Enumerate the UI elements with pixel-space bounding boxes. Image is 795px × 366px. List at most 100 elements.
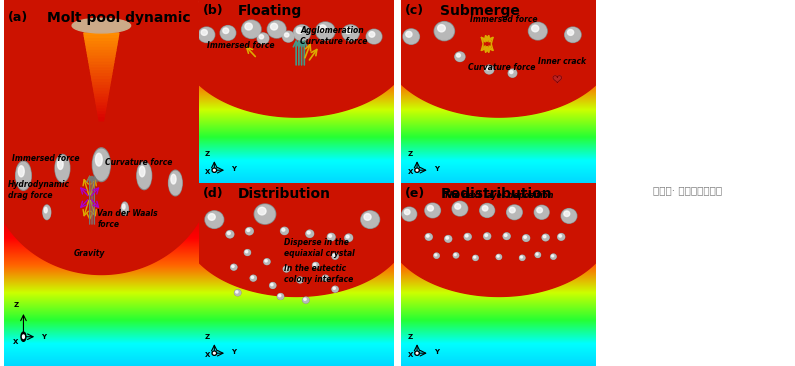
Circle shape xyxy=(473,255,479,261)
Text: Z: Z xyxy=(408,152,413,157)
Circle shape xyxy=(464,234,471,240)
Circle shape xyxy=(227,231,234,238)
Circle shape xyxy=(235,291,238,293)
Circle shape xyxy=(285,33,289,37)
Circle shape xyxy=(483,206,488,211)
Circle shape xyxy=(434,253,439,258)
Circle shape xyxy=(405,209,410,215)
Text: Disperse in the
equiaxial crystal: Disperse in the equiaxial crystal xyxy=(285,238,355,258)
Text: Inner crack: Inner crack xyxy=(537,57,586,66)
Circle shape xyxy=(55,154,70,182)
Circle shape xyxy=(543,235,546,238)
Circle shape xyxy=(425,234,432,240)
Circle shape xyxy=(474,256,475,258)
Circle shape xyxy=(510,71,513,74)
Circle shape xyxy=(270,23,277,30)
Circle shape xyxy=(454,254,456,255)
Text: In the eutectic
colony interface: In the eutectic colony interface xyxy=(285,264,354,284)
Circle shape xyxy=(258,207,266,215)
Circle shape xyxy=(465,235,468,237)
Polygon shape xyxy=(84,36,118,39)
Polygon shape xyxy=(97,109,106,112)
Circle shape xyxy=(558,234,564,240)
Circle shape xyxy=(486,67,490,70)
Text: Floating: Floating xyxy=(238,4,302,18)
Circle shape xyxy=(529,22,547,40)
Circle shape xyxy=(328,234,335,240)
Circle shape xyxy=(284,266,289,272)
Circle shape xyxy=(480,204,494,217)
Circle shape xyxy=(16,161,31,190)
Circle shape xyxy=(213,352,215,354)
Circle shape xyxy=(271,284,273,286)
Polygon shape xyxy=(91,74,111,77)
Circle shape xyxy=(313,264,316,266)
Text: X: X xyxy=(407,352,413,358)
Circle shape xyxy=(95,153,103,166)
Circle shape xyxy=(250,275,257,281)
Circle shape xyxy=(453,253,459,258)
Circle shape xyxy=(267,20,286,38)
Circle shape xyxy=(452,202,467,215)
Polygon shape xyxy=(87,48,116,51)
Text: Agglomeration
Curvature force: Agglomeration Curvature force xyxy=(300,26,367,46)
Circle shape xyxy=(244,250,250,255)
Text: Immersed force: Immersed force xyxy=(12,154,80,163)
Text: Van der Waals
force: Van der Waals force xyxy=(98,209,158,229)
Circle shape xyxy=(559,235,561,237)
Circle shape xyxy=(529,23,546,39)
Circle shape xyxy=(332,254,338,259)
Polygon shape xyxy=(92,80,111,83)
Polygon shape xyxy=(88,56,114,59)
Circle shape xyxy=(456,53,460,57)
Circle shape xyxy=(205,211,223,228)
Circle shape xyxy=(319,25,326,32)
Circle shape xyxy=(304,298,306,300)
Text: Curvature force: Curvature force xyxy=(105,158,173,167)
Text: Curvature force: Curvature force xyxy=(467,63,535,71)
Circle shape xyxy=(199,28,214,42)
Circle shape xyxy=(521,256,522,258)
Polygon shape xyxy=(183,183,409,296)
Text: Distribution: Distribution xyxy=(238,187,331,201)
Circle shape xyxy=(333,254,335,257)
Text: Z: Z xyxy=(205,152,210,157)
Polygon shape xyxy=(97,106,106,109)
Polygon shape xyxy=(91,77,111,80)
Text: Z: Z xyxy=(205,335,210,340)
Circle shape xyxy=(246,228,254,235)
Circle shape xyxy=(415,168,419,172)
Circle shape xyxy=(552,255,553,257)
Circle shape xyxy=(122,202,128,215)
Circle shape xyxy=(506,205,522,220)
Circle shape xyxy=(503,233,510,239)
Text: Immersed force: Immersed force xyxy=(207,41,274,49)
Polygon shape xyxy=(180,0,413,117)
Circle shape xyxy=(283,31,293,42)
Circle shape xyxy=(208,214,215,220)
Circle shape xyxy=(564,211,570,217)
Circle shape xyxy=(297,27,303,34)
Circle shape xyxy=(561,209,577,223)
Circle shape xyxy=(446,237,448,239)
Circle shape xyxy=(535,252,541,257)
Circle shape xyxy=(366,30,382,43)
Circle shape xyxy=(281,228,288,234)
Polygon shape xyxy=(90,65,113,68)
Circle shape xyxy=(345,234,353,242)
Text: Y: Y xyxy=(231,167,236,172)
Polygon shape xyxy=(95,97,107,100)
Circle shape xyxy=(221,26,235,40)
Circle shape xyxy=(171,174,176,184)
Polygon shape xyxy=(0,0,212,274)
Circle shape xyxy=(282,31,294,42)
Circle shape xyxy=(294,26,310,40)
Circle shape xyxy=(452,201,467,216)
Circle shape xyxy=(362,212,378,228)
Circle shape xyxy=(254,204,276,224)
Circle shape xyxy=(428,205,433,211)
Text: The next layer deposition: The next layer deposition xyxy=(444,191,553,199)
Circle shape xyxy=(564,27,581,42)
Text: Redistribution: Redistribution xyxy=(440,187,552,201)
Circle shape xyxy=(510,207,515,213)
